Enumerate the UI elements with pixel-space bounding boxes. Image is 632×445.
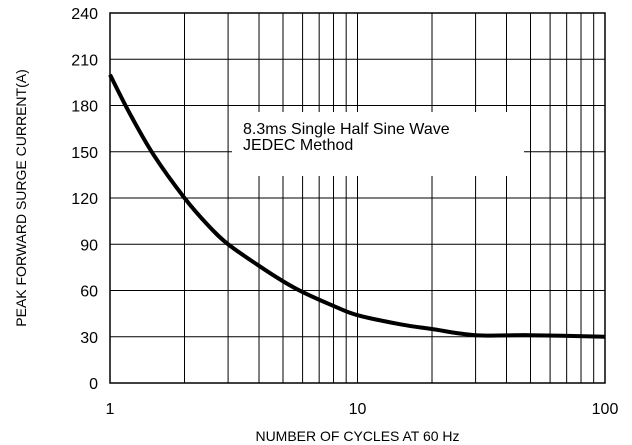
y-tick-label: 150 — [71, 145, 98, 162]
y-tick-label: 240 — [71, 6, 98, 23]
annotation-background — [232, 112, 524, 176]
y-tick-label: 90 — [80, 237, 98, 254]
x-axis-title: NUMBER OF CYCLES AT 60 Hz — [255, 428, 459, 444]
x-tick-label: 100 — [592, 401, 619, 418]
y-tick-label: 120 — [71, 191, 98, 208]
series-line — [108, 73, 606, 339]
axis-title-layer: NUMBER OF CYCLES AT 60 Hz PEAK FORWARD SU… — [13, 69, 460, 444]
plot-border — [109, 12, 606, 384]
tick-label-layer: 0 30 60 90 120 150 180 210 240 1 10 100 — [71, 6, 618, 418]
series-layer — [108, 73, 606, 339]
annotation-line: 8.3ms Single Half Sine Wave — [243, 121, 450, 138]
y-tick-label: 180 — [71, 99, 98, 116]
y-tick-label: 60 — [80, 284, 98, 301]
x-tick-label: 10 — [349, 401, 367, 418]
grid-layer — [110, 13, 605, 383]
y-tick-label: 0 — [89, 376, 98, 393]
annotation-line: JEDEC Method — [243, 137, 353, 154]
y-tick-label: 30 — [80, 330, 98, 347]
x-tick-label: 1 — [106, 401, 115, 418]
y-axis-title: PEAK FORWARD SURGE CURRENT(A) — [13, 69, 29, 326]
y-tick-label: 210 — [71, 52, 98, 69]
